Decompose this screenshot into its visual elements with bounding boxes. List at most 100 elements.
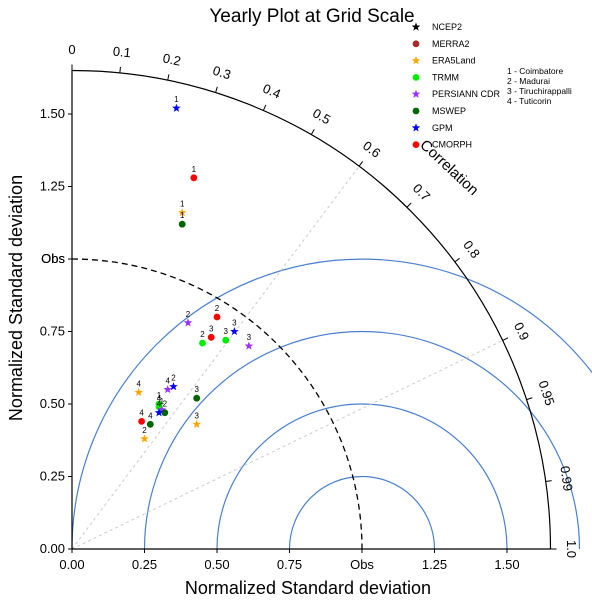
y-tick-label-0: 0.00 (40, 541, 65, 556)
rmsd-contour-0 (288, 475, 436, 550)
legend-label-gpm: GPM (432, 123, 453, 133)
legend-label-persiann-cdr: PERSIANN CDR (432, 89, 501, 99)
correlation-tick-mark-6 (358, 161, 364, 167)
x-tick-label-2: 0.50 (204, 557, 229, 572)
correlation-tick-mark-11 (545, 480, 552, 482)
legend-marker-gpm (411, 123, 421, 132)
station-key-item: 1 - Coimbatore (507, 66, 563, 76)
point-gpm-3 (230, 327, 239, 336)
point-gpm-4 (154, 408, 164, 417)
rmsd-contour-2 (143, 330, 581, 550)
legend-marker-trmm (412, 74, 420, 81)
point-trmm-3 (222, 336, 230, 344)
correlation-tick-label-12: 1.0 (564, 540, 579, 558)
correlation-tick-mark-10 (526, 397, 533, 401)
point-label-cmorph-3: 3 (209, 324, 214, 333)
rmsd-contour-3 (71, 258, 592, 550)
correlation-reference-line-1 (71, 339, 503, 550)
point-cmorph-1 (190, 174, 198, 182)
correlation-tick-label-2: 0.2 (162, 50, 183, 68)
point-label-trmm-4: 4 (157, 394, 162, 403)
legend-label-ncep2: NCEP2 (432, 22, 462, 32)
point-mswep-1 (178, 220, 186, 228)
station-key-item: 3 - Tiruchirappalli (507, 86, 572, 96)
x-tick-label-3: 0.75 (277, 557, 302, 572)
point-label-era5land-4: 4 (136, 379, 141, 388)
x-tick-label-4: Obs (350, 557, 374, 572)
point-gpm-2 (169, 382, 178, 391)
point-era5land-1 (177, 208, 187, 217)
point-label-cmorph-1: 1 (192, 165, 197, 174)
point-persiann-cdr-3 (244, 341, 254, 350)
correlation-tick-label-0: 0 (68, 42, 75, 57)
point-trmm-2 (199, 339, 206, 347)
y-tick-label-3: 0.75 (40, 324, 65, 339)
point-gpm-1 (172, 103, 181, 112)
legend-label-cmorph: CMORPH (432, 140, 472, 150)
point-persiann-cdr-4 (163, 385, 172, 394)
legend-label-era5land: ERA5Land (432, 56, 476, 66)
point-mswep-2 (161, 409, 169, 417)
point-label-mswep-3: 3 (194, 385, 199, 394)
legend: NCEP2 MERRA2 ERA5Land TRMM PERSIANN CDR MSWEP… (411, 22, 501, 150)
point-label-gpm-4: 4 (157, 400, 162, 409)
correlation-tick-mark-4 (262, 104, 267, 111)
correlation-tick-label-1: 0.1 (112, 44, 131, 61)
point-label-gpm-3: 3 (232, 319, 237, 328)
point-label-persiann-cdr-2: 2 (186, 310, 191, 319)
x-tick-label-1: 0.25 (132, 557, 157, 572)
correlation-tick-label-4: 0.4 (261, 81, 284, 102)
rmsd-contour-1 (216, 403, 508, 550)
chart-title: Yearly Plot at Grid Scale (209, 6, 414, 27)
point-label-era5land-1: 1 (180, 200, 185, 209)
correlation-tick-mark-1 (119, 66, 121, 73)
point-era5land-2 (140, 434, 149, 443)
correlation-tick-label-11: 0.99 (557, 465, 575, 492)
y-tick-label-1: 0.25 (40, 469, 65, 484)
obs-axis-label: Obs (41, 251, 65, 266)
x-tick-label-0: 0.00 (59, 557, 84, 572)
correlation-tick-label-5: 0.5 (310, 105, 333, 127)
point-label-persiann-cdr-1: 1 (160, 397, 165, 406)
correlation-arc (71, 69, 552, 550)
correlation-tick-label-10: 0.95 (536, 379, 558, 408)
point-persiann-cdr-1 (157, 405, 167, 414)
y-tick-label-6: 1.50 (40, 106, 65, 121)
station-key-item: 4 - Tuticorin (507, 96, 552, 106)
point-label-mswep-4: 4 (148, 411, 153, 420)
y-tick-label-2: 0.50 (40, 396, 65, 411)
correlation-reference-line-0 (71, 165, 360, 550)
grid-layer: 0.00 0.25 0.50 0.75 Obs 1.25 1.500.000.250.500… (40, 42, 592, 572)
correlation-tick-label-3: 0.3 (211, 63, 233, 83)
legend-marker-mswep (412, 107, 420, 115)
station-key-item: 2 - Madurai (507, 76, 550, 86)
point-persiann-cdr-2 (183, 318, 193, 327)
legend-label-merra2: MERRA2 (432, 39, 470, 49)
point-era5land-4 (134, 387, 143, 397)
correlation-tick-label-8: 0.8 (460, 238, 483, 261)
point-label-era5land-2: 2 (142, 426, 147, 435)
point-label-gpm-2: 2 (171, 374, 176, 383)
correlation-tick-label-7: 0.7 (410, 181, 433, 204)
legend-marker-cmorph (412, 141, 420, 149)
point-label-cmorph-2: 2 (215, 304, 220, 313)
point-label-trmm-3: 3 (223, 327, 228, 336)
legend-label-trmm: TRMM (432, 72, 459, 82)
y-tick-label-5: 1.25 (40, 179, 65, 194)
y-tick-label-4: Obs (41, 251, 65, 266)
correlation-tick-mark-3 (215, 86, 218, 93)
x-tick-label-6: 1.50 (494, 557, 519, 572)
correlation-tick-mark-9 (502, 337, 509, 341)
correlation-tick-label-9: 0.9 (511, 320, 532, 343)
correlation-tick-mark-8 (454, 257, 460, 263)
legend-marker-ncep2 (411, 22, 421, 31)
point-label-persiann-cdr-4: 4 (165, 377, 170, 386)
point-cmorph-3 (207, 333, 215, 341)
x-axis-label: Normalized Standard deviation (185, 578, 431, 598)
correlation-tick-mark-2 (167, 74, 170, 81)
point-label-mswep-1: 1 (180, 211, 185, 220)
obs-std-arc (71, 258, 363, 550)
x-tick-label-5: 1.25 (422, 557, 447, 572)
